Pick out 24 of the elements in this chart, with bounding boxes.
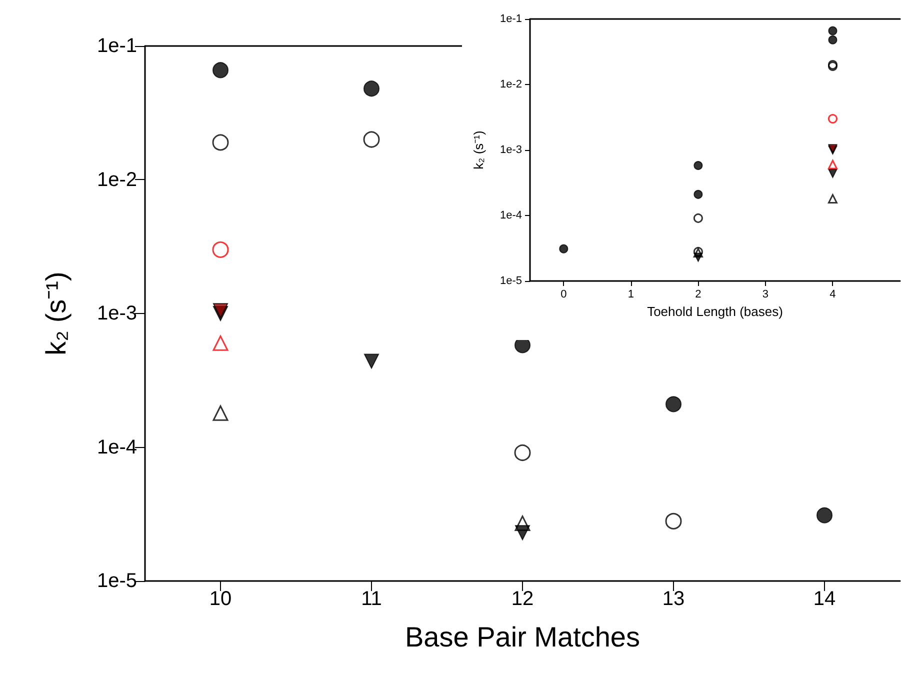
x-tick-label: 0 xyxy=(560,288,567,300)
x-axis-title: Base Pair Matches xyxy=(405,622,640,652)
y-tick-label: 1e-3 xyxy=(500,144,522,156)
x-tick-label: 2 xyxy=(695,288,702,300)
x-tick-label: 11 xyxy=(361,588,382,610)
y-tick-label: 1e-1 xyxy=(500,13,522,25)
y-axis-title: k₂ (s⁻¹) xyxy=(40,272,72,356)
x-tick-label: 12 xyxy=(511,588,534,610)
x-tick-label: 3 xyxy=(762,288,769,300)
y-tick-label: 1e-2 xyxy=(500,78,522,90)
x-tick-label: 10 xyxy=(209,588,232,610)
y-tick-label: 1e-5 xyxy=(500,275,522,287)
x-tick-label: 1 xyxy=(628,288,634,300)
x-tick-label: 14 xyxy=(813,588,836,610)
y-tick-label: 1e-5 xyxy=(96,570,137,592)
x-tick-label: 4 xyxy=(830,288,836,300)
y-axis-title: k₂ (s⁻¹) xyxy=(471,130,486,170)
x-tick-label: 13 xyxy=(662,588,685,610)
y-tick-label: 1e-4 xyxy=(500,210,522,222)
y-tick-label: 1e-2 xyxy=(96,168,137,191)
y-tick-label: 1e-1 xyxy=(96,35,137,57)
y-tick-label: 1e-4 xyxy=(96,436,137,458)
y-tick-label: 1e-3 xyxy=(96,302,137,324)
x-axis-title: Toehold Length (bases) xyxy=(647,304,783,319)
